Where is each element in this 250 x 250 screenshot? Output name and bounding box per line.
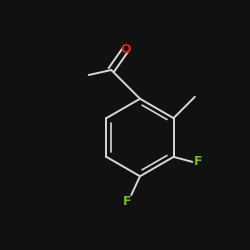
Text: F: F [123, 195, 132, 208]
Text: O: O [120, 43, 131, 56]
Text: F: F [194, 156, 203, 168]
